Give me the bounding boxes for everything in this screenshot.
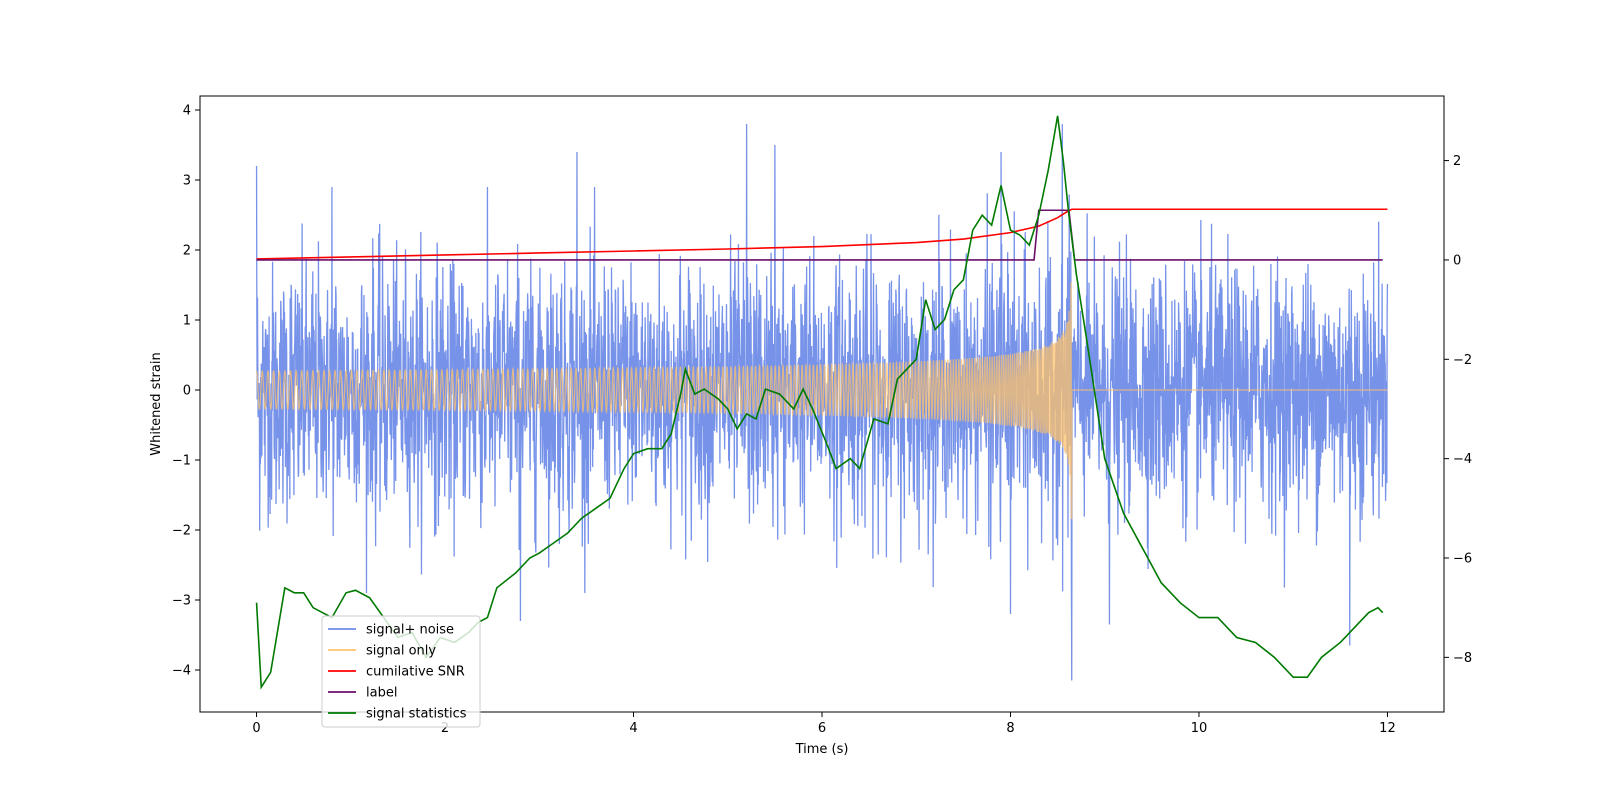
y-tick-label: −3 xyxy=(172,594,191,609)
legend-label: signal statistics xyxy=(366,707,467,722)
series-signal-noise-line xyxy=(255,123,1389,681)
series-signal-only-line xyxy=(256,281,1388,520)
y-tick-label: 4 xyxy=(183,104,191,119)
series-label-line xyxy=(256,209,1383,261)
x-tick-label: 0 xyxy=(252,721,260,736)
x-tick-label: 2 xyxy=(441,721,449,736)
legend: signal+ noise signal only cumilative SNR la… xyxy=(321,615,481,728)
y2-tick-label: −4 xyxy=(1453,452,1472,467)
y2-tick-label: −8 xyxy=(1453,651,1472,666)
x-tick-label: 4 xyxy=(629,721,637,736)
y2-tick-label: 2 xyxy=(1453,154,1461,169)
x-axis-label: Time (s) xyxy=(795,742,849,757)
y-tick-label: −2 xyxy=(172,524,191,539)
y2-tick-label: 0 xyxy=(1453,253,1461,268)
legend-item: signal statistics xyxy=(328,707,467,722)
x-tick-label: 8 xyxy=(1006,721,1014,736)
x-tick-label: 10 xyxy=(1191,721,1208,736)
legend-item: signal only xyxy=(328,644,436,659)
series-cumilative-snr-line xyxy=(256,208,1388,260)
legend-label: label xyxy=(366,686,397,701)
y2-tick-label: −2 xyxy=(1453,353,1472,368)
y-axis-label: Whitened strain xyxy=(149,352,164,455)
y-tick-label: 1 xyxy=(183,314,191,329)
y2-tick-label: −6 xyxy=(1453,552,1472,567)
y-axis-right: −8 −6 −4 −2 0 2 xyxy=(1444,154,1472,666)
y-axis-left: −4 −3 −2 −1 0 1 2 3 4 xyxy=(172,104,200,679)
x-tick-label: 12 xyxy=(1379,721,1396,736)
legend-item: cumilative SNR xyxy=(328,665,465,680)
y-tick-label: −4 xyxy=(172,664,191,679)
legend-label: signal+ noise xyxy=(366,623,454,638)
series-layer xyxy=(255,115,1389,690)
y-tick-label: 2 xyxy=(183,244,191,259)
legend-item: label xyxy=(328,686,397,701)
legend-box xyxy=(321,615,481,728)
legend-label: cumilative SNR xyxy=(366,665,465,680)
y-tick-label: −1 xyxy=(172,454,191,469)
y-tick-label: 0 xyxy=(183,384,191,399)
x-tick-label: 6 xyxy=(818,721,826,736)
legend-item: signal+ noise xyxy=(328,623,454,638)
y-tick-label: 3 xyxy=(183,174,191,189)
legend-label: signal only xyxy=(366,644,436,659)
